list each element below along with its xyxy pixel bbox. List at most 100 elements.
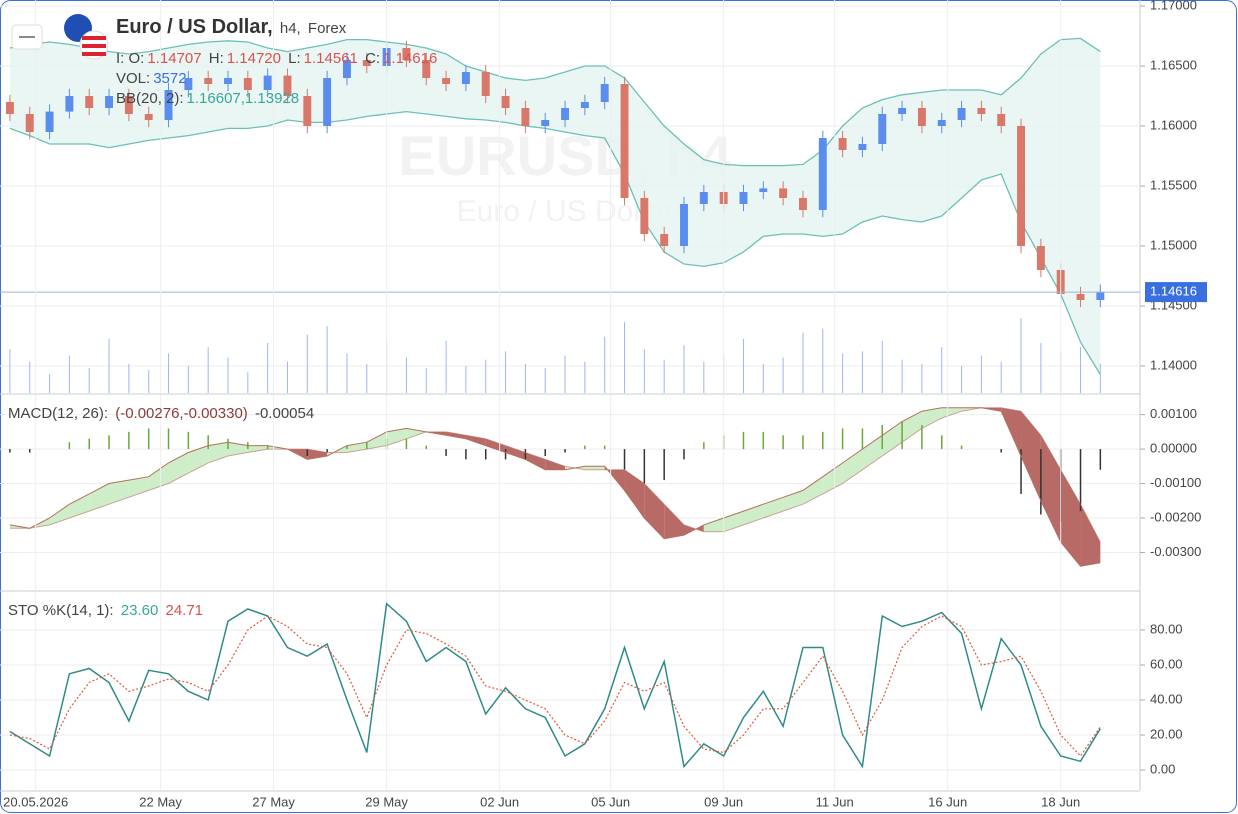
x-tick-label: 11 Jun	[816, 794, 854, 809]
macd-area	[69, 493, 90, 518]
y-tick-label: 1.16500	[1150, 57, 1197, 72]
candle-body	[5, 102, 14, 114]
macd-area	[1060, 469, 1081, 567]
title: Euro / US Dollar,	[116, 16, 273, 38]
candle-body	[818, 138, 827, 210]
stripe	[82, 44, 106, 48]
candle-body	[1036, 246, 1045, 270]
macd-area	[584, 466, 605, 470]
candle-body	[144, 114, 153, 120]
candle-body	[858, 144, 867, 150]
macd-area	[624, 469, 645, 518]
macd-area	[485, 438, 506, 453]
candle-body	[898, 108, 907, 114]
macd-area	[525, 452, 546, 470]
candle-body	[997, 114, 1006, 126]
signal-line	[9, 407, 1101, 543]
candle-body	[1096, 292, 1105, 300]
y-tick-label: 1.16000	[1150, 117, 1197, 132]
macd-area	[664, 504, 684, 539]
candle-body	[204, 78, 213, 84]
value: 24.71	[165, 602, 204, 619]
macd-area	[565, 466, 585, 470]
bb-legend: BB(20, 2): 1.16607,1.13928	[116, 90, 302, 107]
y-tick-label: 20.00	[1150, 726, 1183, 741]
candle-body	[461, 72, 470, 84]
macd-area	[1021, 411, 1041, 501]
candle-body	[164, 90, 173, 120]
candle-body	[878, 114, 887, 144]
label: MACD(12, 26):	[8, 405, 109, 422]
candle-body	[184, 78, 193, 90]
macd-area	[902, 411, 922, 443]
candle-body	[442, 78, 451, 84]
sto-line	[9, 602, 1101, 769]
x-tick-label: 16 Jun	[928, 794, 967, 809]
candle-body	[323, 78, 332, 126]
value: 1.14616	[383, 50, 438, 67]
y-tick-label: 1.15000	[1150, 237, 1197, 252]
y-tick-label: 1.17000	[1150, 0, 1197, 12]
stripe	[82, 52, 106, 56]
macd-area	[446, 431, 466, 439]
icons	[11, 24, 43, 50]
candle-body	[957, 108, 966, 120]
macd-area	[684, 524, 704, 536]
y-tick-label: 1.14000	[1150, 357, 1197, 372]
label: BB(20, 2):	[116, 90, 184, 107]
candle-body	[25, 114, 34, 132]
market: Forex	[307, 20, 347, 37]
candle-body	[243, 78, 252, 90]
label: L:	[288, 50, 301, 67]
y-tick-label: -0.00100	[1150, 475, 1201, 490]
macd-area	[465, 435, 486, 446]
candle-body	[283, 75, 292, 96]
candle-body	[620, 84, 629, 198]
macd-area	[366, 431, 387, 450]
sto-line	[9, 615, 1101, 757]
candle-body	[699, 192, 708, 204]
x-tick-label: 09 Jun	[704, 794, 743, 809]
macd-area	[545, 459, 566, 470]
stripe	[82, 36, 106, 40]
y-tick-label: -0.00300	[1150, 544, 1201, 559]
y-tick-label: 0.00000	[1150, 441, 1197, 456]
macd-area	[802, 476, 823, 505]
y-tick-label: -0.00200	[1150, 509, 1201, 524]
candle-body	[303, 96, 312, 126]
candle-body	[105, 96, 114, 108]
bollinger-fill	[9, 38, 1101, 375]
x-tick-label: 27 May	[252, 794, 295, 809]
macd-area	[505, 445, 526, 460]
bollinger-upper	[9, 37, 1101, 167]
y-tick-label: 0.00	[1150, 761, 1175, 776]
candle-body	[838, 138, 847, 150]
value: -0.00054	[254, 405, 315, 422]
candle-body	[917, 108, 926, 126]
candle-body	[600, 84, 609, 102]
candle-body	[342, 60, 351, 78]
candle-body	[481, 72, 490, 96]
candle-body	[798, 198, 807, 210]
value: 23.60	[120, 602, 159, 619]
header: Euro / US Dollar, h4, Forex	[116, 16, 349, 39]
macd-area	[783, 490, 803, 512]
flag-icon	[64, 14, 109, 60]
label: VOL:	[116, 70, 151, 87]
ohlc: I: O: 1.14707 H: 1.14720 L: 1.14561 C: 1.146…	[116, 50, 440, 67]
value: 1.14561	[303, 50, 358, 67]
x-tick-label: 29 May	[365, 794, 408, 809]
value: (-0.00276,-0.00330)	[115, 405, 248, 422]
macd-area	[644, 483, 665, 539]
sto-legend: STO %K(14, 1): 23.60 24.71	[8, 602, 206, 619]
last-price-label: 1.14616	[1150, 284, 1197, 299]
y-tick-label: 40.00	[1150, 691, 1183, 706]
candle-body	[680, 204, 688, 246]
macd-area	[1040, 435, 1061, 543]
timeframe: h4,	[279, 20, 301, 37]
macd-area	[921, 407, 942, 429]
macd-area	[247, 445, 268, 453]
x-tick-label: 22 May	[139, 794, 182, 809]
macd-area	[386, 428, 407, 446]
